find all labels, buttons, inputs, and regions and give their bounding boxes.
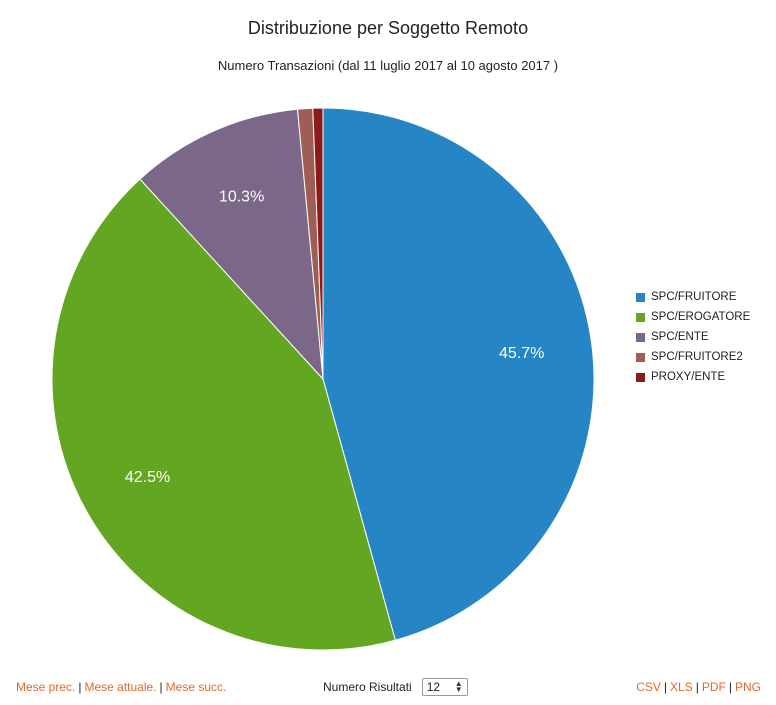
export-png-link[interactable]: PNG (734, 680, 761, 694)
export-pdf-link[interactable]: PDF (701, 680, 726, 694)
slice-spc-erogatore[interactable] (51, 178, 396, 651)
chart-subtitle: Numero Transazioni (dal 11 luglio 2017 a… (217, 58, 559, 73)
export-xls-link[interactable]: XLS (670, 680, 693, 694)
separator: | (78, 680, 82, 694)
legend-label: SPC/EROGATORE (651, 311, 751, 323)
slice-data-label: 42.5% (125, 469, 170, 486)
slice-spc-fruitore[interactable] (322, 107, 595, 641)
legend-label: SPC/ENTE (651, 331, 709, 343)
separator: | (695, 680, 699, 694)
slice-data-label: 10.3% (219, 189, 264, 206)
results-count-control: Numero Risultati 12 ▲ ▼ (323, 678, 468, 696)
legend-swatch (636, 312, 645, 322)
legend-label: SPC/FRUITORE (651, 291, 737, 303)
footer-bar: Mese prec. | Mese attuale. | Mese succ. Nume… (0, 678, 776, 698)
chart-title: Distribuzione per Soggetto Remoto (247, 18, 529, 38)
legend-swatch (636, 372, 645, 382)
legend-swatch (636, 332, 645, 342)
separator: | (159, 680, 163, 694)
next-month-link[interactable]: Mese succ. (165, 680, 227, 694)
results-count-value: 12 (426, 680, 441, 694)
export-links: CSV | XLS | PDF | PNG (636, 680, 761, 694)
legend-label: PROXY/ENTE (651, 371, 726, 383)
separator: | (663, 680, 668, 694)
slice-proxy-ente[interactable] (312, 107, 324, 380)
legend-item[interactable]: SPC/FRUITORE (636, 287, 750, 307)
separator: | (728, 680, 732, 694)
slice-spc-ente[interactable] (139, 108, 324, 381)
legend-label: SPC/FRUITORE2 (651, 351, 743, 363)
chart-legend: SPC/FRUITORE SPC/EROGATORE SPC/ENTE SPC/FRU… (636, 287, 750, 387)
results-count-label: Numero Risultati (323, 680, 412, 694)
legend-swatch (636, 352, 645, 362)
prev-month-link[interactable]: Mese prec. (16, 680, 76, 694)
legend-swatch (636, 292, 645, 302)
month-navigation: Mese prec. | Mese attuale. | Mese succ. (16, 680, 226, 694)
legend-item[interactable]: SPC/FRUITORE2 (636, 347, 750, 367)
legend-item[interactable]: SPC/EROGATORE (636, 307, 750, 327)
current-month-link[interactable]: Mese attuale. (84, 680, 157, 694)
legend-item[interactable]: PROXY/ENTE (636, 367, 750, 387)
slice-data-label: 45.7% (499, 345, 544, 362)
up-down-caret-icon: ▲ ▼ (454, 679, 463, 694)
results-count-select[interactable]: 12 ▲ ▼ (421, 678, 468, 696)
export-csv-link[interactable]: CSV (636, 680, 661, 694)
legend-item[interactable]: SPC/ENTE (636, 327, 750, 347)
